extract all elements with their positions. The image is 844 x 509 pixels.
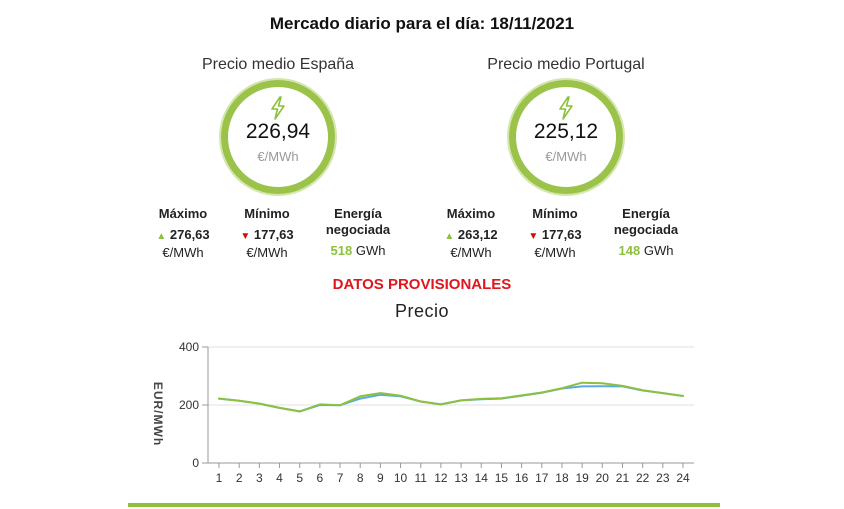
x-tick-label: 9 <box>377 471 384 485</box>
y-tick-label: 400 <box>179 340 199 354</box>
x-tick-label: 23 <box>656 471 670 485</box>
page-title: Mercado diario para el día: 18/11/2021 <box>269 14 575 33</box>
y-axis-label: EUR/MWh <box>151 382 165 446</box>
portugal-stats: Máximo ▲ 263,12 €/MWh Mínimo ▼ 177,63 €/… <box>416 206 716 266</box>
x-tick-label: 6 <box>317 471 324 485</box>
portugal-price-panel: Precio medio Portugal 225,12 €/MWh Máxim… <box>416 54 716 260</box>
chart-grid <box>208 346 694 464</box>
spain-min-label: Mínimo <box>244 206 290 221</box>
y-tick-label: 0 <box>192 456 199 470</box>
bottom-divider <box>128 503 720 507</box>
portugal-price-unit: €/MWh <box>545 149 587 164</box>
x-tick-label: 20 <box>596 471 610 485</box>
spain-max-value: 276,63 <box>169 227 210 242</box>
portugal-energy-label-1: Energía <box>622 206 670 221</box>
x-tick-label: 5 <box>296 471 303 485</box>
spain-max-unit: €/MWh <box>162 245 204 260</box>
spain-min-stat: Mínimo ▼ 177,63 €/MWh <box>232 206 302 261</box>
x-tick-label: 12 <box>434 471 448 485</box>
spain-min-value: 177,63 <box>253 227 294 242</box>
x-tick-label: 24 <box>676 471 690 485</box>
portugal-max-value: 263,12 <box>457 227 498 242</box>
portugal-average-price: 225,12 <box>533 120 599 143</box>
x-tick-label: 3 <box>256 471 263 485</box>
series-line-1 <box>218 385 684 413</box>
portugal-energy-label-2: negociada <box>613 222 679 237</box>
x-tick-label: 15 <box>495 471 509 485</box>
x-tick-label: 21 <box>616 471 630 485</box>
portugal-panel-title: Precio medio Portugal <box>487 56 645 73</box>
portugal-max-unit: €/MWh <box>450 245 492 260</box>
spain-stats: Máximo ▲ 276,63 €/MWh Mínimo ▼ 177,63 €/… <box>128 206 428 266</box>
spain-price-ring: 226,94 €/MWh <box>221 80 335 194</box>
x-tick-label: 10 <box>394 471 408 485</box>
portugal-min-label: Mínimo <box>532 206 578 221</box>
spain-panel-title: Precio medio España <box>201 56 355 73</box>
portugal-energy-stat: Energía negociada 148 GWh <box>606 206 686 259</box>
provisional-data-notice: DATOS PROVISIONALES <box>332 276 512 293</box>
portugal-max-stat: Máximo ▲ 263,12 €/MWh <box>436 206 506 261</box>
x-tick-label: 17 <box>535 471 549 485</box>
x-tick-label: 1 <box>216 471 223 485</box>
x-tick-label: 4 <box>276 471 283 485</box>
x-tick-label: 18 <box>555 471 569 485</box>
series-line-2 <box>218 381 684 413</box>
spain-price-panel: Precio medio España 226,94 €/MWh Máximo … <box>128 54 428 260</box>
portugal-min-value: 177,63 <box>541 227 582 242</box>
lightning-bolt-icon <box>271 96 285 120</box>
portugal-price-ring: 225,12 €/MWh <box>509 80 623 194</box>
triangle-up-icon: ▲ <box>156 231 167 242</box>
triangle-down-icon: ▼ <box>528 231 539 242</box>
x-tick-label: 22 <box>636 471 650 485</box>
x-tick-label: 11 <box>415 471 428 485</box>
portugal-min-stat: Mínimo ▼ 177,63 €/MWh <box>520 206 590 261</box>
x-tick-label: 8 <box>357 471 364 485</box>
spain-energy-unit: GWh <box>355 243 386 258</box>
spain-price-unit: €/MWh <box>257 149 299 164</box>
spain-energy-stat: Energía negociada 518 GWh <box>318 206 398 259</box>
lightning-bolt-icon <box>559 96 573 120</box>
triangle-up-icon: ▲ <box>444 231 455 242</box>
x-tick-label: 7 <box>337 471 344 485</box>
spain-energy-label-1: Energía <box>334 206 382 221</box>
y-tick-label: 200 <box>179 398 199 412</box>
spain-max-stat: Máximo ▲ 276,63 €/MWh <box>148 206 218 261</box>
spain-min-unit: €/MWh <box>246 245 288 260</box>
x-tick-label: 13 <box>454 471 468 485</box>
x-tick-label: 14 <box>475 471 489 485</box>
spain-energy-value: 518 <box>330 243 353 258</box>
x-tick-label: 19 <box>575 471 589 485</box>
spain-max-label: Máximo <box>158 206 208 221</box>
spain-energy-label-2: negociada <box>325 222 391 237</box>
portugal-energy-unit: GWh <box>643 243 674 258</box>
chart-title: Precio <box>394 301 450 321</box>
chart-series <box>218 381 684 413</box>
x-tick-label: 2 <box>236 471 243 485</box>
spain-average-price: 226,94 <box>245 120 311 143</box>
x-tick-label: 16 <box>515 471 529 485</box>
portugal-max-label: Máximo <box>446 206 496 221</box>
portugal-min-unit: €/MWh <box>534 245 576 260</box>
triangle-down-icon: ▼ <box>240 231 251 242</box>
portugal-energy-value: 148 <box>618 243 641 258</box>
